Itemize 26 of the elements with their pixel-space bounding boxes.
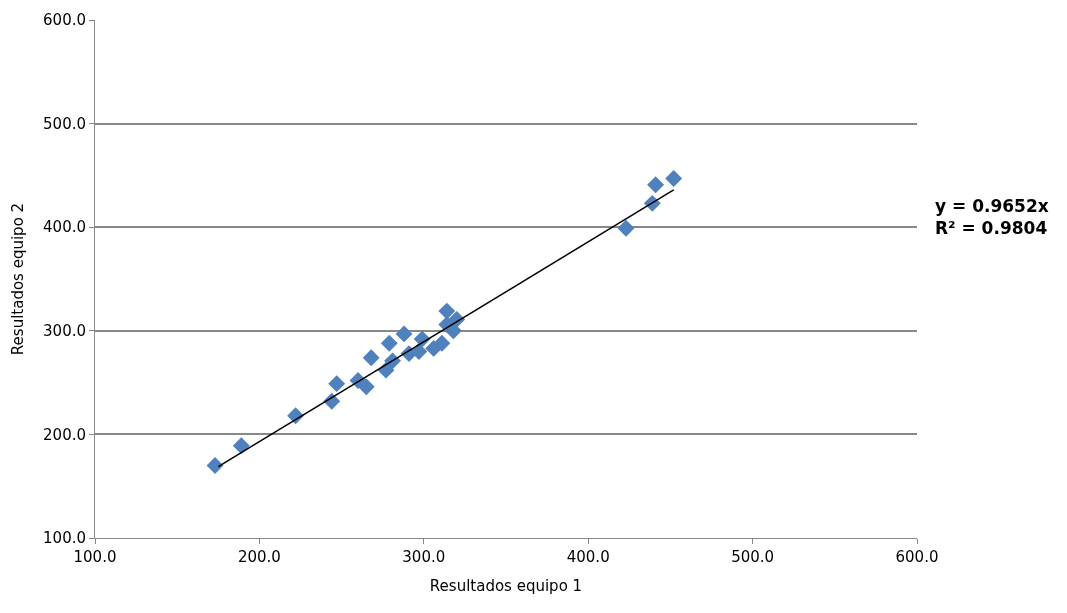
x-tick-label: 100.0 <box>73 548 117 566</box>
point <box>433 334 451 352</box>
point <box>665 170 683 187</box>
text: y = 0.9652x R² = 0.9804 <box>935 196 1049 239</box>
point <box>647 176 665 194</box>
y-tick-label: 400.0 <box>43 218 86 237</box>
point <box>395 325 413 343</box>
point <box>357 378 375 396</box>
point <box>438 302 456 320</box>
point <box>617 219 635 237</box>
x-tick-label: 400.0 <box>566 548 610 566</box>
x-axis-title: Resultados equipo 1 <box>429 577 583 595</box>
y-axis-title: Resultados equipo 2 <box>9 202 28 356</box>
x-tick-label: 300.0 <box>402 548 446 566</box>
y-tick-label: 100.0 <box>43 529 86 548</box>
x-tick-label: 600.0 <box>895 548 939 566</box>
y-tick-label: 300.0 <box>43 322 86 341</box>
y-tick-label: 500.0 <box>43 114 86 133</box>
y-tick-label: 200.0 <box>43 425 86 444</box>
x-tick-label: 500.0 <box>731 548 775 566</box>
point <box>362 349 380 367</box>
y-tick-label: 600.0 <box>43 11 86 30</box>
x-tick-label: 200.0 <box>237 548 281 566</box>
point <box>380 334 398 352</box>
point <box>232 437 250 455</box>
point <box>328 375 346 393</box>
